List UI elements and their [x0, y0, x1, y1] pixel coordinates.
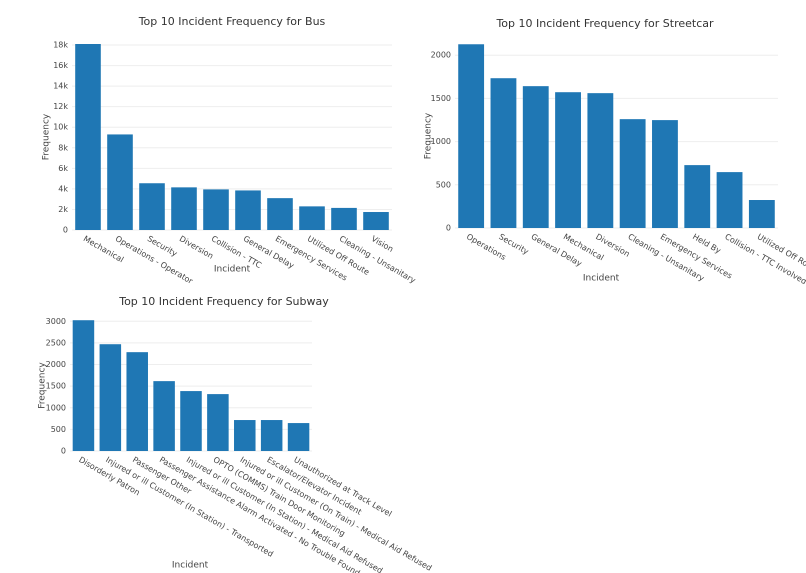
y-tick-label: 3000 [46, 317, 66, 326]
bar [171, 187, 197, 230]
bar [99, 344, 122, 451]
y-axis-title: Frequency [42, 113, 52, 160]
bar [139, 183, 165, 230]
bar [153, 381, 175, 451]
bar [748, 200, 775, 228]
y-tick-label: 2k [58, 205, 68, 214]
bar [235, 190, 261, 230]
y-tick-label: 1500 [431, 94, 451, 103]
chart-title: Top 10 Incident Frequency for Streetcar [495, 17, 714, 30]
bar [458, 44, 485, 228]
bar [587, 93, 614, 229]
y-tick-label: 12k [53, 102, 68, 111]
y-tick-label: 1000 [46, 403, 66, 412]
y-axis-title: Frequency [424, 112, 434, 159]
bar [522, 86, 549, 228]
y-tick-label: 14k [53, 82, 68, 91]
bar [75, 44, 101, 230]
bar [684, 165, 711, 228]
bar [267, 198, 293, 230]
bar [203, 189, 229, 230]
y-tick-label: 18k [53, 41, 68, 50]
y-tick-label: 10k [53, 123, 68, 132]
y-tick-label: 6k [58, 164, 68, 173]
y-tick-label: 4k [58, 184, 68, 193]
y-tick-label: 1500 [46, 382, 66, 391]
bar [107, 134, 133, 230]
y-axis-title: Frequency [38, 362, 48, 409]
x-axis-title: Incident [583, 274, 620, 284]
y-tick-label: 0 [446, 224, 451, 233]
x-axis-title: Incident [172, 561, 209, 571]
bar [180, 391, 202, 451]
bar [363, 212, 389, 230]
bar [260, 420, 283, 451]
x-axis-title: Incident [214, 265, 251, 275]
bar [716, 172, 743, 228]
x-tick-label: Vision [370, 234, 395, 254]
y-tick-label: 0 [61, 447, 66, 456]
bar [72, 320, 95, 451]
bar [126, 352, 148, 451]
bar [652, 120, 678, 228]
y-tick-label: 1000 [431, 137, 451, 146]
bar [299, 206, 325, 230]
y-tick-label: 500 [51, 425, 66, 434]
y-tick-label: 2500 [46, 338, 66, 347]
bar [331, 207, 357, 230]
bar [207, 394, 229, 451]
y-tick-label: 16k [53, 61, 68, 70]
bar [234, 420, 256, 451]
chart-title: Top 10 Incident Frequency for Bus [138, 15, 326, 28]
bar [490, 78, 517, 228]
y-tick-label: 2000 [431, 51, 451, 60]
y-tick-label: 0 [63, 226, 68, 235]
bar [555, 92, 581, 228]
y-tick-label: 8k [58, 143, 68, 152]
chart-title: Top 10 Incident Frequency for Subway [118, 295, 329, 308]
y-tick-label: 2000 [46, 360, 66, 369]
y-tick-label: 500 [436, 180, 451, 189]
x-tick-label: Diversion [178, 234, 215, 261]
bar [287, 423, 310, 451]
bar [619, 119, 646, 228]
